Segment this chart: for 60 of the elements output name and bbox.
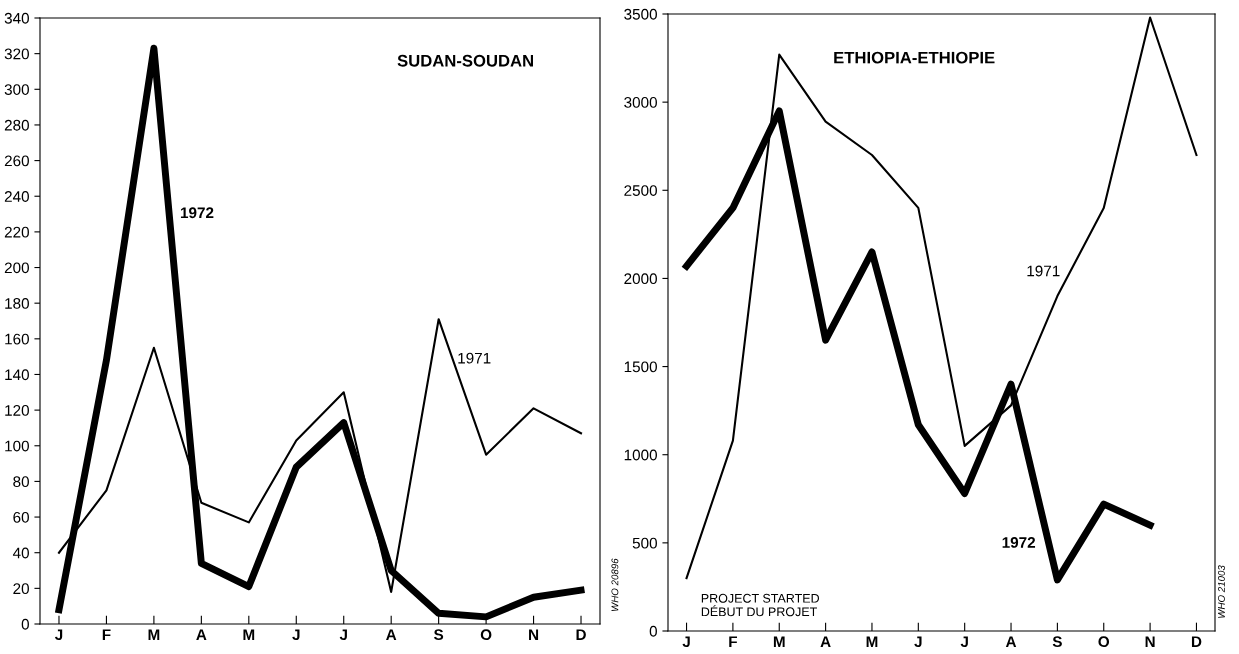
- x-tick-label: A: [820, 636, 831, 647]
- x-tick-label: M: [866, 636, 878, 647]
- text: ETHIOPIA-ETHIOPIE: [834, 51, 995, 64]
- text: SUDAN-SOUDAN: [397, 54, 533, 67]
- y-tick-label: 1500: [624, 361, 657, 373]
- y-tick-label: 20: [13, 583, 29, 595]
- series-label: 1971: [1027, 265, 1060, 277]
- y-tick-label: 0: [649, 625, 657, 637]
- x-tick-label: N: [1145, 636, 1155, 647]
- series-label: 1971: [458, 352, 491, 364]
- y-tick-label: 1000: [624, 449, 657, 461]
- y-tick-label: 500: [632, 537, 657, 549]
- x-tick-label: O: [480, 629, 492, 641]
- series-label: 1972: [180, 207, 214, 219]
- x-tick-label: A: [1005, 636, 1017, 647]
- y-tick-label: 180: [5, 298, 29, 309]
- y-tick-label: 120: [5, 404, 29, 416]
- y-tick-label: 160: [5, 333, 29, 345]
- x-tick-label: J: [914, 636, 922, 648]
- y-tick-label: 0: [21, 618, 29, 630]
- y-tick-label: 240: [4, 191, 29, 202]
- y-tick-label: 2000: [624, 273, 657, 285]
- annotation: PROJECT STARTED DÉBUT DU PROJET: [701, 593, 820, 617]
- y-tick-label: 3000: [624, 97, 657, 108]
- y-tick-label: 140: [5, 369, 29, 381]
- text: WHO 20896: [611, 558, 619, 612]
- x-tick-label: M: [148, 629, 160, 640]
- y-tick-label: 260: [4, 155, 29, 167]
- y-tick-label: 100: [5, 440, 29, 452]
- y-tick-label: 40: [12, 547, 29, 559]
- y-tick-label: 3500: [624, 8, 657, 20]
- x-tick-label: S: [433, 629, 444, 641]
- y-tick-label: 80: [13, 476, 29, 488]
- y-tick-label: 320: [4, 48, 29, 60]
- x-tick-label: A: [196, 629, 207, 640]
- x-tick-label: J: [292, 629, 300, 641]
- y-tick-label: 200: [4, 262, 29, 274]
- x-tick-label: J: [339, 629, 347, 641]
- x-tick-label: M: [243, 629, 255, 640]
- x-tick-label: D: [1191, 636, 1202, 647]
- series-label: 1972: [1002, 537, 1036, 548]
- y-tick-label: 340: [4, 12, 29, 24]
- line-series: [685, 16, 1198, 580]
- x-tick-label: F: [729, 636, 738, 647]
- x-tick-label: M: [773, 636, 785, 647]
- y-tick-label: 300: [4, 84, 29, 95]
- x-tick-label: A: [386, 629, 397, 640]
- y-tick-label: 220: [4, 226, 29, 238]
- x-tick-label: S: [1052, 636, 1062, 648]
- x-tick-label: J: [960, 636, 968, 648]
- x-tick-label: F: [102, 629, 111, 640]
- y-tick-label: 60: [13, 511, 29, 523]
- x-tick-label: J: [682, 636, 690, 648]
- x-tick-label: J: [54, 629, 63, 641]
- x-tick-label: N: [529, 629, 539, 640]
- x-tick-label: D: [576, 629, 586, 640]
- x-tick-label: O: [1098, 636, 1110, 648]
- y-tick-label: 280: [4, 119, 29, 131]
- text: WHO 21003: [1217, 565, 1225, 618]
- y-tick-label: 2500: [624, 185, 657, 196]
